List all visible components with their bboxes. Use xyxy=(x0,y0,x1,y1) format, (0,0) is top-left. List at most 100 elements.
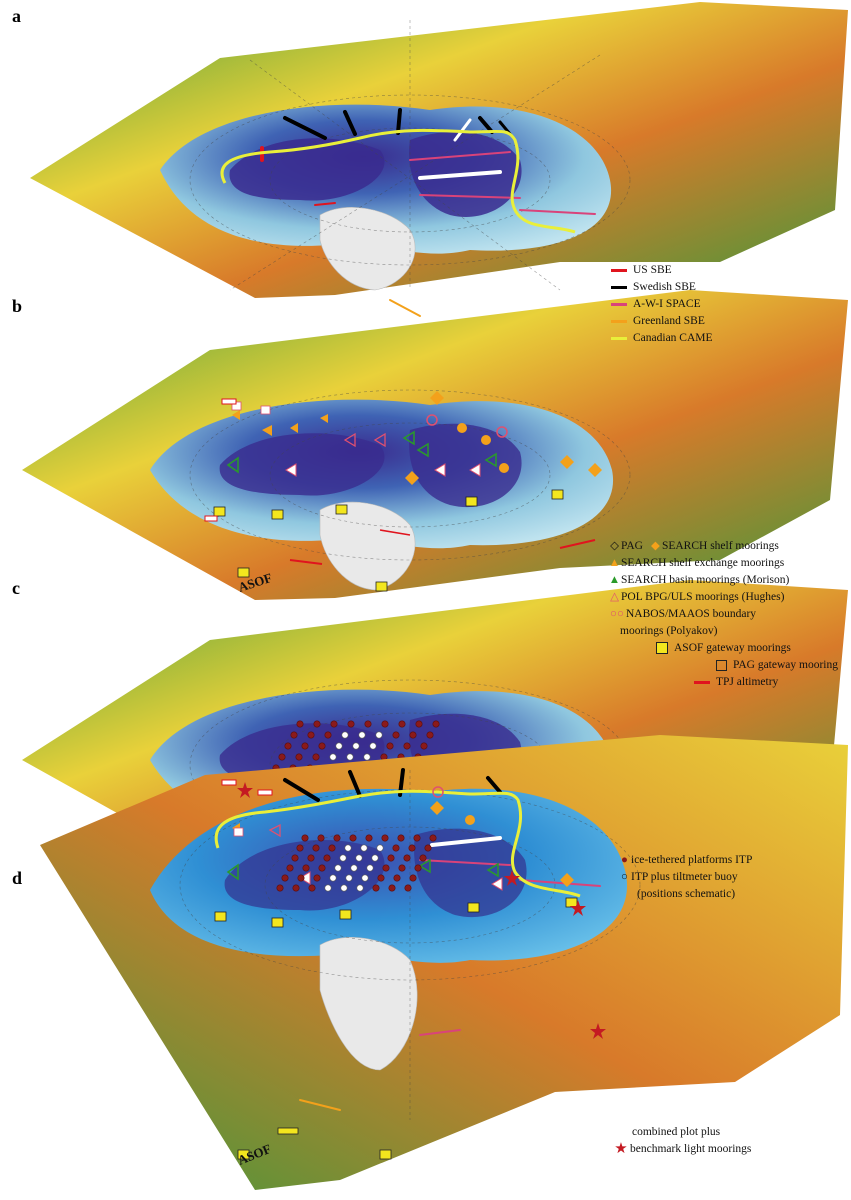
red-star-icon: ★ xyxy=(614,1141,628,1157)
itp-marker xyxy=(409,874,417,882)
itp-marker xyxy=(301,742,309,750)
itp-marker xyxy=(295,753,303,761)
itp-marker xyxy=(409,731,417,739)
itp-marker xyxy=(415,720,423,728)
itp-marker xyxy=(292,884,300,892)
itp-tiltmeter-marker xyxy=(345,874,353,882)
itp-marker xyxy=(381,720,389,728)
itp-marker xyxy=(291,854,299,862)
itp-tiltmeter-marker xyxy=(361,874,369,882)
legend-label: US SBE xyxy=(633,264,672,276)
itp-marker xyxy=(284,742,292,750)
dark-red-dot-icon: ● xyxy=(621,854,628,866)
itp-marker xyxy=(398,864,406,872)
red-hollow-triangle-icon: △ xyxy=(610,591,619,603)
legend-swatch xyxy=(611,285,627,289)
legend-label: (positions schematic) xyxy=(637,888,736,900)
itp-marker xyxy=(388,884,396,892)
itp-marker xyxy=(323,854,331,862)
itp-tiltmeter-marker xyxy=(376,844,384,852)
legend-label: ice-tethered platforms ITP xyxy=(631,854,753,867)
itp-marker xyxy=(403,742,411,750)
itp-tiltmeter-marker xyxy=(360,844,368,852)
itp-tiltmeter-marker xyxy=(355,854,363,862)
itp-marker xyxy=(307,854,315,862)
itp-tiltmeter-marker xyxy=(334,864,342,872)
itp-tiltmeter-marker xyxy=(358,731,366,739)
itp-tiltmeter-marker xyxy=(329,874,337,882)
itp-marker xyxy=(286,864,294,872)
itp-marker xyxy=(420,742,428,750)
itp-marker xyxy=(333,834,341,842)
itp-marker xyxy=(324,731,332,739)
double-circle-icon: ○○ xyxy=(610,608,624,620)
itp-marker xyxy=(403,854,411,862)
legend-label: combined plot plus xyxy=(632,1126,721,1138)
itp-marker xyxy=(364,720,372,728)
itp-marker xyxy=(312,844,320,852)
itp-marker xyxy=(301,834,309,842)
itp-tiltmeter-marker xyxy=(346,753,354,761)
legend-swatch xyxy=(611,268,627,272)
itp-marker xyxy=(313,720,321,728)
map-panel-d: ASOF xyxy=(40,735,848,1190)
hollow-square-icon xyxy=(716,659,727,671)
legend-a: US SBE Swedish SBE A-W-I SPACE Greenland… xyxy=(611,262,713,347)
itp-marker xyxy=(382,864,390,872)
itp-tiltmeter-marker xyxy=(324,884,332,892)
itp-marker xyxy=(424,844,432,852)
itp-marker xyxy=(307,731,315,739)
legend-label: NABOS/MAAOS boundary xyxy=(626,608,757,621)
itp-tiltmeter-marker xyxy=(366,864,374,872)
itp-marker xyxy=(419,854,427,862)
itp-tiltmeter-marker xyxy=(339,854,347,862)
itp-tiltmeter-marker xyxy=(344,844,352,852)
itp-marker xyxy=(296,720,304,728)
itp-marker xyxy=(365,834,373,842)
panel-label-d: d xyxy=(12,868,23,888)
legend-label: PAG xyxy=(621,540,643,553)
itp-marker xyxy=(393,874,401,882)
itp-marker xyxy=(392,731,400,739)
itp-tiltmeter-marker xyxy=(329,753,337,761)
itp-tiltmeter-marker xyxy=(352,742,360,750)
itp-marker xyxy=(297,874,305,882)
panel-label-b: b xyxy=(12,296,23,316)
legend-a-item: Canadian CAME xyxy=(611,330,713,347)
itp-marker xyxy=(404,884,412,892)
itp-marker xyxy=(397,834,405,842)
itp-marker xyxy=(318,864,326,872)
itp-marker xyxy=(308,884,316,892)
itp-marker xyxy=(349,834,357,842)
itp-tiltmeter-marker xyxy=(375,731,383,739)
orange-triangle-icon: ▲ xyxy=(608,557,621,569)
legend-b: ◇ PAG ◆ SEARCH shelf moorings ▲SEARCH shelf… xyxy=(608,538,838,691)
itp-marker xyxy=(296,844,304,852)
itp-marker xyxy=(278,753,286,761)
legend-label: Swedish SBE xyxy=(633,281,696,293)
legend-label: TPJ altimetry xyxy=(716,676,779,688)
itp-marker xyxy=(313,874,321,882)
legend-a-item: Greenland SBE xyxy=(611,313,713,330)
panel-label-a: a xyxy=(12,6,21,26)
legend-swatch xyxy=(611,336,627,340)
itp-marker xyxy=(318,742,326,750)
legend-c: ● ice-tethered platforms ITP ○ ITP plus ti… xyxy=(618,852,752,903)
itp-marker xyxy=(290,731,298,739)
legend-swatch xyxy=(611,319,627,323)
itp-tiltmeter-marker xyxy=(369,742,377,750)
itp-marker xyxy=(414,864,422,872)
itp-marker xyxy=(408,844,416,852)
itp-marker xyxy=(386,742,394,750)
legend-label: moorings (Polyakov) xyxy=(620,625,718,637)
yellow-square-icon xyxy=(656,642,668,655)
legend-label: SEARCH shelf exchange moorings xyxy=(621,557,785,570)
itp-marker xyxy=(413,834,421,842)
panel-label-c: c xyxy=(12,578,20,598)
itp-tiltmeter-marker xyxy=(341,731,349,739)
legend-a-item: US SBE xyxy=(611,262,713,279)
itp-marker xyxy=(398,720,406,728)
itp-marker xyxy=(377,874,385,882)
itp-marker xyxy=(302,864,310,872)
